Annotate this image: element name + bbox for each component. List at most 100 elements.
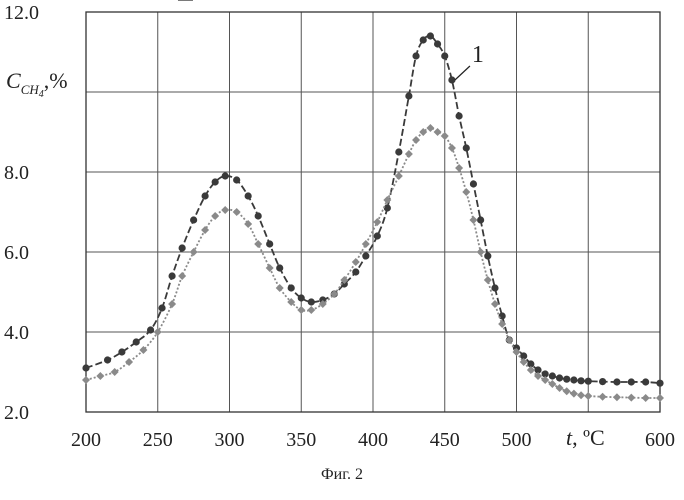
- series-1-point: [298, 294, 305, 301]
- series-1-point: [642, 378, 649, 385]
- x-tick-label: 600: [645, 429, 675, 451]
- series-1-point: [613, 378, 620, 385]
- series-1-point: [202, 192, 209, 199]
- tick-labels: 2002503003504004505006002.04.06.08.012.0: [4, 2, 675, 451]
- series-2-point: [221, 206, 229, 214]
- series-1-point: [491, 284, 498, 291]
- series-2-point: [462, 188, 470, 196]
- x-axis-label-unit: , ºC: [572, 425, 605, 450]
- series-1-point: [169, 272, 176, 279]
- x-tick-label: 350: [286, 429, 316, 451]
- series-2-point: [570, 390, 578, 398]
- annotation-label-1: 1: [472, 42, 484, 68]
- series-2-point: [426, 124, 434, 132]
- series-2-point: [352, 258, 360, 266]
- series-1-point: [577, 377, 584, 384]
- series-1-point: [104, 356, 111, 363]
- series-2-point: [276, 284, 284, 292]
- series-2-point: [627, 394, 635, 402]
- series-1-point: [549, 372, 556, 379]
- series-2-point: [484, 276, 492, 284]
- series-1-point: [656, 380, 663, 387]
- series-1-point: [470, 180, 477, 187]
- series-2-point: [577, 391, 585, 399]
- series-1-point: [147, 326, 154, 333]
- series-2-point: [383, 196, 391, 204]
- series-2-point: [455, 164, 463, 172]
- x-tick-label: 500: [502, 429, 532, 451]
- series-2-point: [584, 392, 592, 400]
- series-1-point: [308, 298, 315, 305]
- x-axis-label: t, ºC: [566, 425, 605, 450]
- series-2-point: [642, 394, 650, 402]
- series-1-point: [628, 378, 635, 385]
- annotation-label-2: 2: [195, 0, 207, 6]
- series-1-point: [118, 348, 125, 355]
- y-tick-label: 12.0: [4, 2, 39, 24]
- y-axis-label-sub: CH: [21, 82, 40, 97]
- series-2-point: [434, 128, 442, 136]
- series-1-point: [276, 264, 283, 271]
- series-2-point: [448, 144, 456, 152]
- figure-caption: Фиг. 2: [0, 466, 684, 484]
- series-2-point: [656, 394, 664, 402]
- x-tick-label: 250: [143, 429, 173, 451]
- series-1-point: [179, 244, 186, 251]
- series-2-point: [405, 150, 413, 158]
- series-1-point: [427, 32, 434, 39]
- series-2-point: [373, 218, 381, 226]
- series-2-point: [211, 212, 219, 220]
- series-2-point: [201, 226, 209, 234]
- series-2-point: [441, 132, 449, 140]
- series-1-point: [245, 192, 252, 199]
- series-2-point: [254, 240, 262, 248]
- series-1-point: [395, 148, 402, 155]
- series-1-point: [352, 268, 359, 275]
- series-2-point: [412, 136, 420, 144]
- series-2-point: [498, 320, 506, 328]
- series-2-point: [111, 368, 119, 376]
- series-1-point: [570, 376, 577, 383]
- series-1-point: [133, 338, 140, 345]
- y-tick-label: 8.0: [4, 162, 29, 184]
- series-2-point: [168, 300, 176, 308]
- series-1-point: [212, 178, 219, 185]
- series-2-point: [139, 346, 147, 354]
- series-1-point: [420, 36, 427, 43]
- series-1-point: [585, 378, 592, 385]
- series-1-point: [158, 304, 165, 311]
- y-tick-label: 4.0: [4, 322, 29, 344]
- series-1-point: [405, 92, 412, 99]
- series-1-point: [362, 252, 369, 259]
- series-1-point: [288, 284, 295, 291]
- series-1-point: [463, 144, 470, 151]
- series-2-point: [395, 172, 403, 180]
- series-2-point: [190, 248, 198, 256]
- series-1-point: [222, 172, 229, 179]
- series-2-point: [556, 384, 564, 392]
- y-tick-label: 2.0: [4, 402, 29, 424]
- series-1-point: [556, 374, 563, 381]
- series-2-point: [541, 376, 549, 384]
- x-tick-label: 200: [71, 429, 101, 451]
- series-2-point: [233, 208, 241, 216]
- series-1-point: [441, 52, 448, 59]
- series-2-point: [362, 240, 370, 248]
- x-tick-label: 450: [430, 429, 460, 451]
- series-1-point: [599, 378, 606, 385]
- x-tick-label: 300: [215, 429, 245, 451]
- grid: [86, 12, 660, 412]
- annotation-leader-1: [455, 66, 470, 80]
- series-2-point: [613, 393, 621, 401]
- series-2-point: [244, 220, 252, 228]
- series-1-point: [266, 240, 273, 247]
- x-tick-label: 400: [358, 429, 388, 451]
- series-2-point: [477, 248, 485, 256]
- series-2-point: [548, 380, 556, 388]
- series-2-point: [125, 358, 133, 366]
- series-1-point: [563, 376, 570, 383]
- series-2-point: [266, 264, 274, 272]
- series-2-point: [505, 336, 513, 344]
- y-axis-label: CCH4,%: [6, 68, 68, 100]
